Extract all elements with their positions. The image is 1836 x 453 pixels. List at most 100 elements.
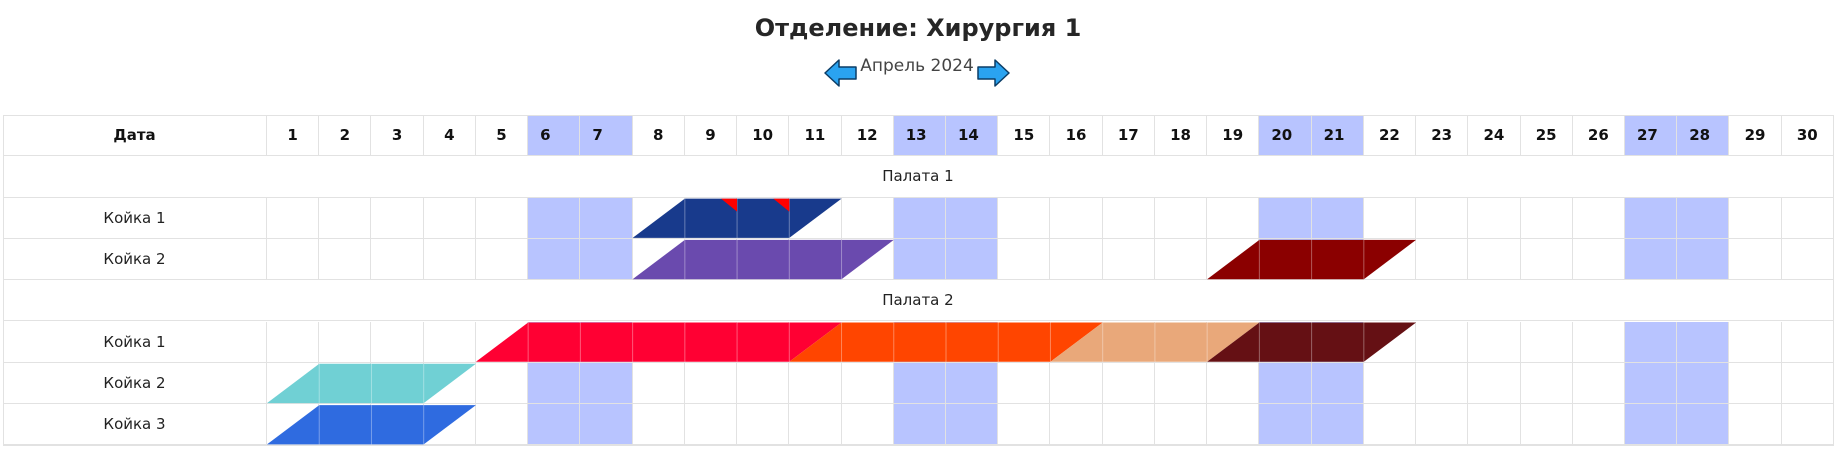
arrow-left-icon[interactable] bbox=[824, 58, 858, 88]
bed-day-cell[interactable] bbox=[1363, 404, 1417, 446]
bed-day-cell[interactable] bbox=[841, 238, 894, 281]
bed-day-cell[interactable] bbox=[1259, 404, 1312, 446]
bed-day-cell[interactable] bbox=[1207, 197, 1260, 239]
bed-day-cell[interactable] bbox=[998, 404, 1051, 446]
bed-day-cell[interactable] bbox=[423, 404, 476, 446]
bed-day-cell[interactable] bbox=[1729, 321, 1782, 363]
stay-bar[interactable] bbox=[1207, 239, 1417, 280]
bed-day-cell[interactable] bbox=[528, 404, 581, 446]
bed-day-cell[interactable] bbox=[1207, 404, 1260, 446]
bed-day-cell[interactable] bbox=[1102, 197, 1155, 239]
bed-day-cell[interactable] bbox=[1729, 362, 1782, 405]
bed-day-cell[interactable] bbox=[1363, 321, 1417, 363]
bed-day-cell[interactable] bbox=[1154, 362, 1208, 405]
bed-day-cell[interactable] bbox=[1468, 238, 1521, 281]
bed-day-cell[interactable] bbox=[423, 321, 476, 363]
bed-day-cell[interactable] bbox=[945, 238, 999, 281]
bed-day-cell[interactable] bbox=[945, 362, 999, 405]
bed-day-cell[interactable] bbox=[1102, 362, 1155, 405]
bed-day-cell[interactable] bbox=[267, 321, 320, 363]
bed-day-cell[interactable] bbox=[528, 238, 581, 281]
bed-day-cell[interactable] bbox=[1677, 238, 1730, 281]
bed-day-cell[interactable] bbox=[1572, 197, 1625, 239]
bed-day-cell[interactable] bbox=[1520, 362, 1573, 405]
bed-day-cell[interactable] bbox=[423, 362, 476, 405]
bed-day-cell[interactable] bbox=[841, 362, 894, 405]
bed-day-cell[interactable] bbox=[1468, 404, 1521, 446]
bed-day-cell[interactable] bbox=[789, 404, 842, 446]
bed-day-cell[interactable] bbox=[1416, 238, 1469, 281]
bed-day-cell[interactable] bbox=[580, 197, 633, 239]
bed-day-cell[interactable] bbox=[737, 404, 790, 446]
bed-day-cell[interactable] bbox=[1311, 404, 1364, 446]
bed-day-cell[interactable] bbox=[1468, 321, 1521, 363]
bed-day-cell[interactable] bbox=[371, 238, 424, 281]
bed-day-cell[interactable] bbox=[1363, 362, 1417, 405]
bed-day-cell[interactable] bbox=[1520, 321, 1573, 363]
bed-day-cell[interactable] bbox=[1416, 197, 1469, 239]
bed-day-cell[interactable] bbox=[1468, 197, 1521, 239]
bed-day-cell[interactable] bbox=[1050, 197, 1103, 239]
bed-day-cell[interactable] bbox=[475, 404, 529, 446]
bed-day-cell[interactable] bbox=[789, 197, 842, 239]
bed-day-cell[interactable] bbox=[998, 362, 1051, 405]
bed-day-cell[interactable] bbox=[1624, 362, 1678, 405]
stay-bar[interactable] bbox=[632, 239, 894, 280]
bed-day-cell[interactable] bbox=[1102, 238, 1155, 281]
bed-day-cell[interactable] bbox=[945, 197, 999, 239]
bed-day-cell[interactable] bbox=[319, 197, 372, 239]
bed-day-cell[interactable] bbox=[1259, 362, 1312, 405]
bed-day-cell[interactable] bbox=[737, 362, 790, 405]
bed-day-cell[interactable] bbox=[475, 362, 529, 405]
bed-day-cell[interactable] bbox=[684, 362, 738, 405]
bed-day-cell[interactable] bbox=[1677, 362, 1730, 405]
bed-day-cell[interactable] bbox=[1677, 404, 1730, 446]
bed-day-cell[interactable] bbox=[1050, 362, 1103, 405]
bed-day-cell[interactable] bbox=[1154, 238, 1208, 281]
bed-day-cell[interactable] bbox=[1520, 197, 1573, 239]
bed-day-cell[interactable] bbox=[893, 404, 946, 446]
stay-bar[interactable] bbox=[632, 198, 842, 238]
bed-day-cell[interactable] bbox=[1729, 404, 1782, 446]
bed-day-cell[interactable] bbox=[528, 197, 581, 239]
bed-day-cell[interactable] bbox=[267, 238, 320, 281]
bed-day-cell[interactable] bbox=[580, 238, 633, 281]
stay-bar[interactable] bbox=[267, 363, 476, 404]
bed-day-cell[interactable] bbox=[319, 238, 372, 281]
bed-day-cell[interactable] bbox=[1624, 197, 1678, 239]
bed-day-cell[interactable] bbox=[945, 404, 999, 446]
bed-day-cell[interactable] bbox=[1677, 197, 1730, 239]
bed-day-cell[interactable] bbox=[1050, 404, 1103, 446]
bed-day-cell[interactable] bbox=[841, 197, 894, 239]
bed-day-cell[interactable] bbox=[893, 238, 946, 281]
bed-day-cell[interactable] bbox=[893, 362, 946, 405]
bed-day-cell[interactable] bbox=[371, 321, 424, 363]
bed-day-cell[interactable] bbox=[1677, 321, 1730, 363]
bed-day-cell[interactable] bbox=[475, 197, 529, 239]
bed-day-cell[interactable] bbox=[789, 362, 842, 405]
bed-day-cell[interactable] bbox=[1102, 404, 1155, 446]
bed-day-cell[interactable] bbox=[1729, 238, 1782, 281]
bed-day-cell[interactable] bbox=[1572, 321, 1625, 363]
bed-day-cell[interactable] bbox=[632, 362, 685, 405]
stay-bar[interactable] bbox=[475, 322, 842, 362]
bed-day-cell[interactable] bbox=[267, 197, 320, 239]
bed-day-cell[interactable] bbox=[1154, 404, 1208, 446]
bed-day-cell[interactable] bbox=[1468, 362, 1521, 405]
bed-day-cell[interactable] bbox=[684, 404, 738, 446]
bed-day-cell[interactable] bbox=[1624, 238, 1678, 281]
bed-day-cell[interactable] bbox=[998, 197, 1051, 239]
bed-day-cell[interactable] bbox=[1311, 197, 1364, 239]
bed-day-cell[interactable] bbox=[423, 238, 476, 281]
bed-day-cell[interactable] bbox=[1572, 238, 1625, 281]
bed-day-cell[interactable] bbox=[1520, 238, 1573, 281]
bed-day-cell[interactable] bbox=[1624, 404, 1678, 446]
bed-day-cell[interactable] bbox=[1729, 197, 1782, 239]
bed-day-cell[interactable] bbox=[998, 238, 1051, 281]
bed-day-cell[interactable] bbox=[841, 404, 894, 446]
bed-day-cell[interactable] bbox=[475, 238, 529, 281]
bed-day-cell[interactable] bbox=[423, 197, 476, 239]
bed-day-cell[interactable] bbox=[1572, 404, 1625, 446]
bed-day-cell[interactable] bbox=[1416, 404, 1469, 446]
stay-bar[interactable] bbox=[267, 405, 476, 445]
